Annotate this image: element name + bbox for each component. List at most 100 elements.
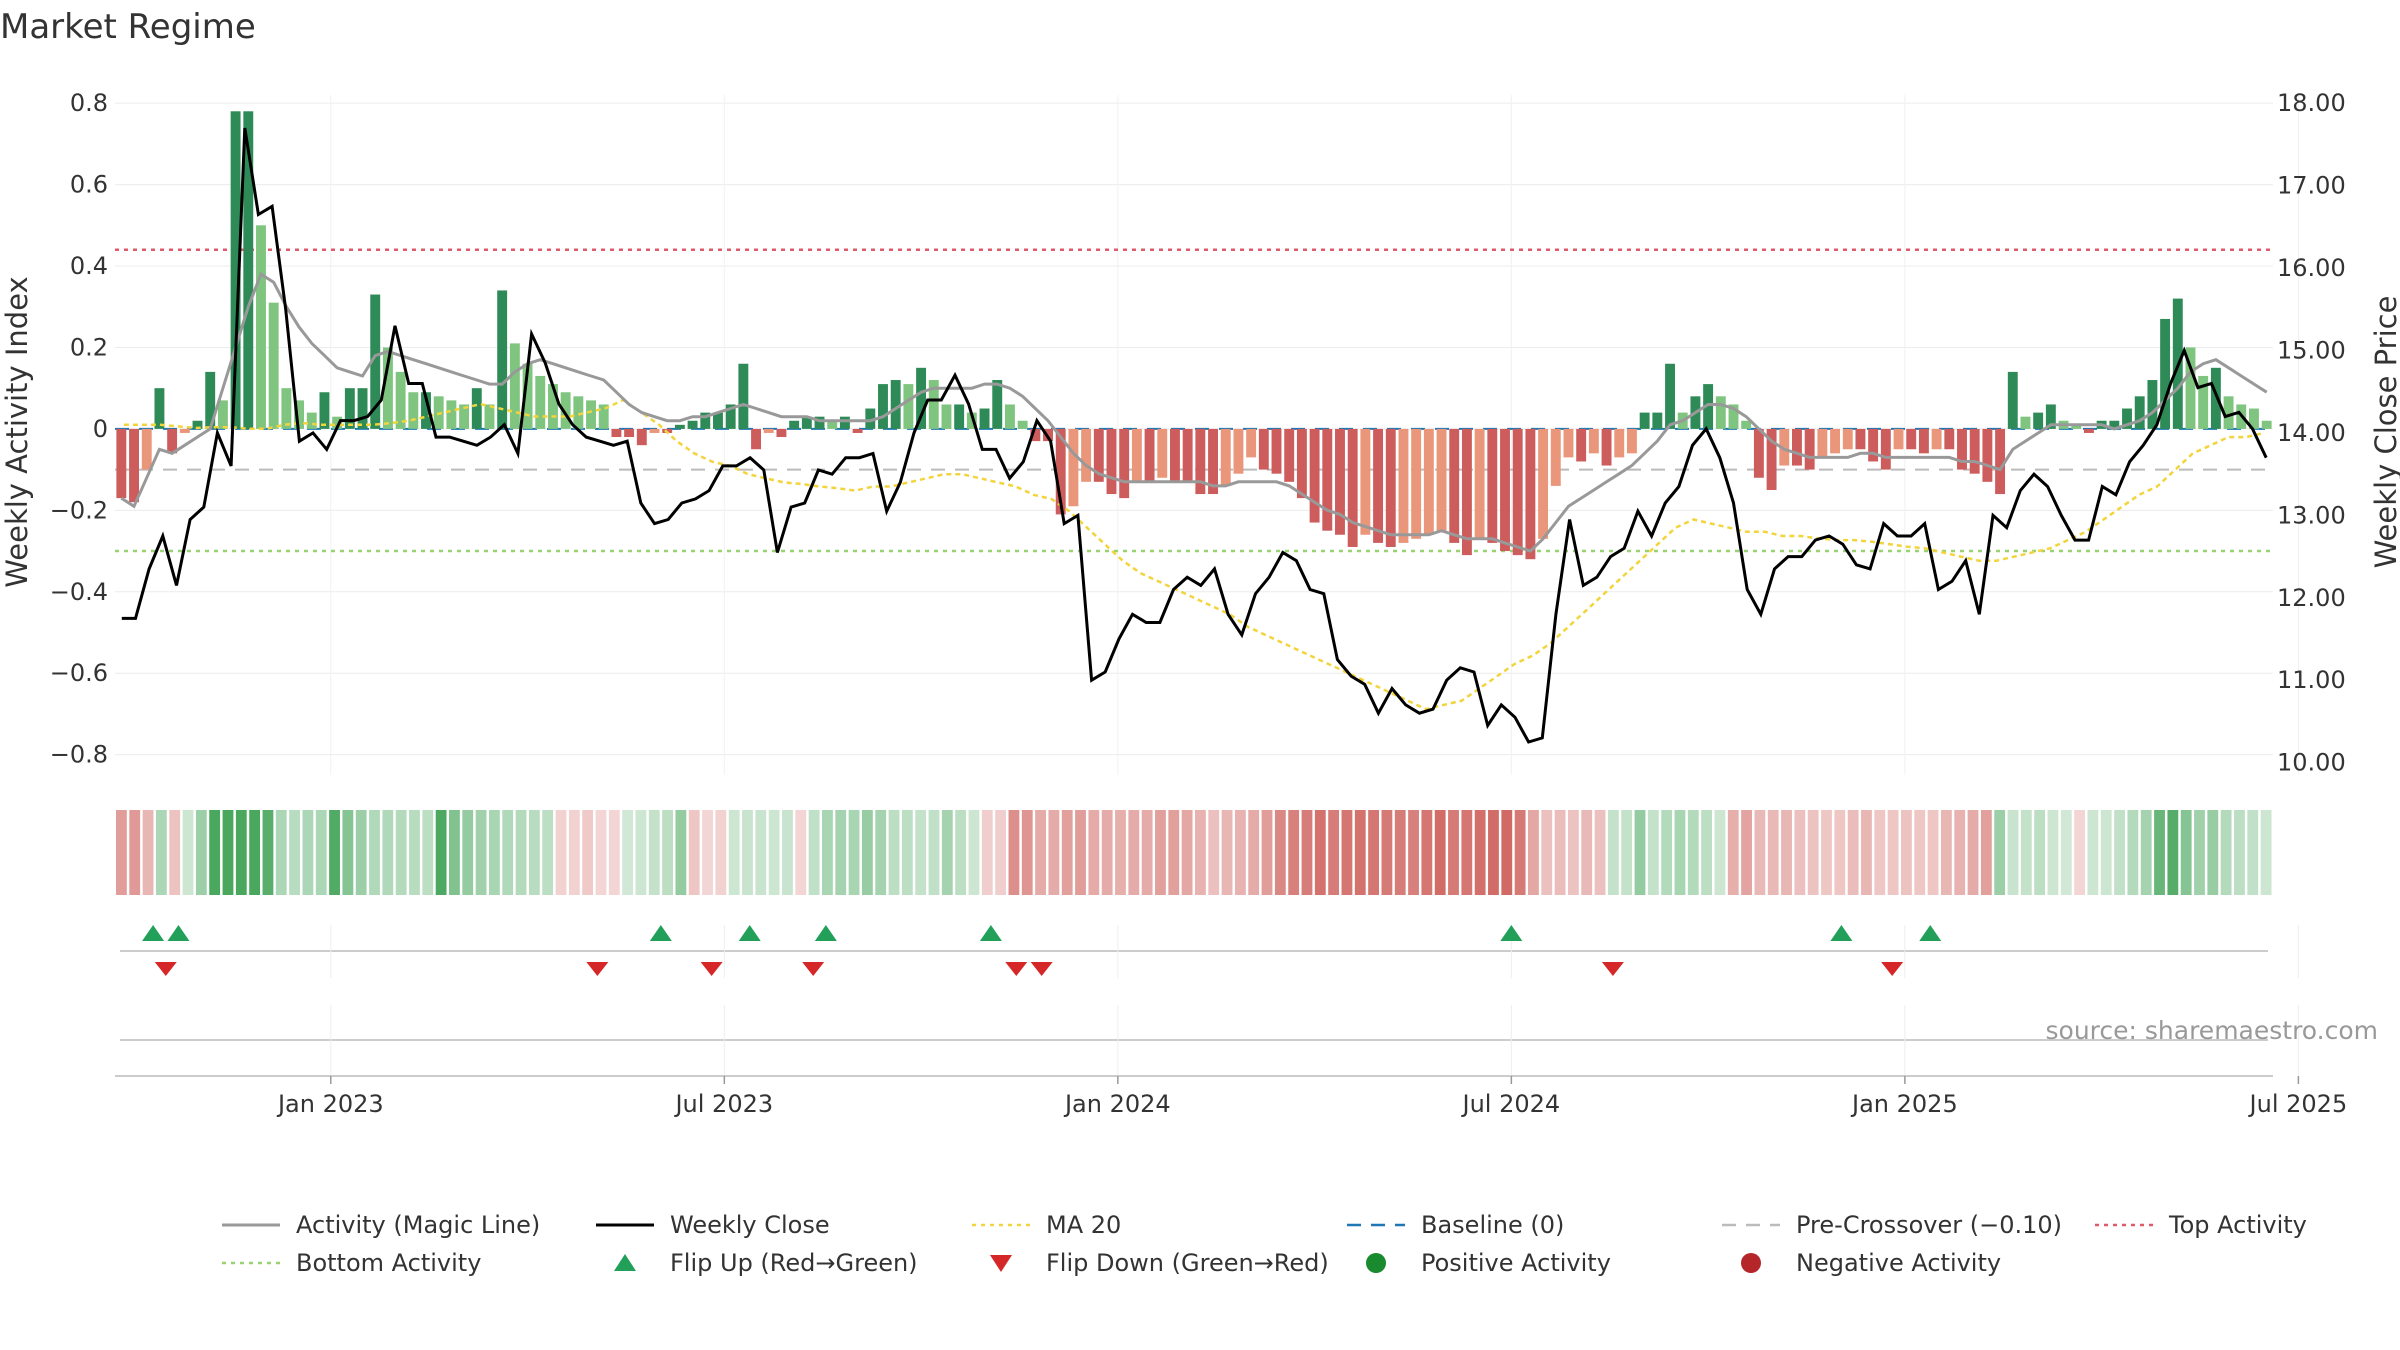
regime-band-cell <box>1035 810 1046 895</box>
activity-bar <box>344 388 355 429</box>
activity-bar <box>979 408 990 429</box>
y-axis-title: Weekly Activity Index <box>0 276 34 587</box>
legend-label: Weekly Close <box>670 1211 830 1239</box>
regime-band-cell <box>1767 810 1779 895</box>
regime-band-cell <box>1967 810 1979 895</box>
activity-bar <box>2249 408 2259 429</box>
regime-band-cell <box>155 810 167 895</box>
regime-band-cell <box>2207 810 2219 895</box>
regime-band-cell <box>1368 810 1379 895</box>
legend-item: Positive Activity <box>1366 1249 1611 1277</box>
activity-bar <box>268 302 279 429</box>
regime-band-cell <box>1994 810 2006 895</box>
activity-bar <box>1766 428 1777 490</box>
regime-band-cell <box>2194 810 2205 895</box>
regime-band-cell <box>1514 810 1526 895</box>
activity-bar <box>1055 428 1066 515</box>
activity-bar <box>1182 428 1193 482</box>
flip-down-marker <box>700 962 723 976</box>
legend-label: Negative Activity <box>1796 1249 2001 1277</box>
y-tick-label: 0.8 <box>70 89 108 117</box>
source-note: source: sharemaestro.com <box>2046 1016 2379 1045</box>
regime-band-cell <box>435 810 447 895</box>
activity-bar <box>382 347 393 429</box>
activity-bar <box>827 420 838 429</box>
regime-band-cell <box>1754 810 1766 895</box>
activity-bar <box>1626 428 1637 454</box>
activity-bar <box>2109 420 2120 429</box>
activity-bar <box>547 384 558 429</box>
regime-band-cell <box>861 810 873 895</box>
regime-band-cell <box>1021 810 1033 895</box>
activity-bar <box>2261 420 2272 429</box>
regime-band-cell <box>1807 810 1819 895</box>
legend-label: Activity (Magic Line) <box>296 1211 540 1239</box>
activity-bar <box>2020 416 2031 429</box>
flip-up-marker <box>738 925 761 941</box>
regime-band-cell <box>1221 810 1233 895</box>
regime-band-cell <box>2087 810 2099 895</box>
activity-bar <box>319 392 330 429</box>
activity-bar <box>1017 420 1028 429</box>
regime-band-cell <box>1008 810 1020 895</box>
activity-bar <box>624 428 635 438</box>
regime-band-cell <box>2140 810 2152 895</box>
x-tick-label: Jan 2025 <box>1850 1090 1958 1118</box>
regime-band-cell <box>169 810 181 895</box>
regime-band-cell <box>342 810 354 895</box>
activity-bar <box>878 384 888 429</box>
activity-bar <box>1411 428 1422 539</box>
activity-bar <box>2045 404 2056 429</box>
regime-band-cell <box>1581 810 1593 895</box>
regime-band-cell <box>1701 810 1713 895</box>
legend-label: Top Activity <box>2168 1211 2307 1239</box>
activity-bar <box>332 416 343 429</box>
regime-band-cell <box>382 810 394 895</box>
legend-label: Pre-Crossover (−0.10) <box>1796 1211 2062 1239</box>
y2-axis-ticks: 18.00 17.00 16.00 15.00 14.00 13.00 12.00 11.00… <box>2277 89 2346 776</box>
activity-bar <box>471 388 482 429</box>
regime-band-cell <box>688 810 700 895</box>
activity-bar <box>459 404 470 429</box>
regime-band-cell <box>1408 810 1419 895</box>
activity-bar <box>1131 428 1142 482</box>
activity-bar <box>243 111 254 429</box>
y2-tick-label: 16.00 <box>2277 254 2346 282</box>
activity-bar <box>370 294 381 429</box>
regime-band-cell <box>502 810 514 895</box>
activity-bar <box>852 428 863 433</box>
activity-bar <box>1296 428 1307 499</box>
y2-tick-label: 11.00 <box>2277 666 2346 694</box>
x-tick-label: Jul 2025 <box>2248 1090 2348 1118</box>
magic-line <box>120 271 2268 553</box>
activity-bar <box>306 412 317 429</box>
regime-band-cell <box>182 810 194 895</box>
activity-bar <box>2210 367 2221 429</box>
activity-bar <box>116 428 127 499</box>
activity-bar <box>611 428 622 438</box>
regime-band-cell <box>901 810 913 895</box>
regime-band-cell <box>835 810 847 895</box>
weekly-close-line <box>121 127 2268 744</box>
activity-bar <box>1728 404 1739 429</box>
activity-bar <box>1347 428 1358 547</box>
activity-bar <box>1144 428 1155 482</box>
activity-bar <box>2198 375 2209 429</box>
activity-bar <box>1982 428 1993 482</box>
activity-bar <box>522 363 533 429</box>
regime-band-cell <box>1234 810 1246 895</box>
regime-band-cell <box>995 810 1007 895</box>
activity-bar <box>1208 428 1218 495</box>
activity-bar <box>1855 428 1866 450</box>
y2-tick-label: 18.00 <box>2277 89 2346 117</box>
y-tick-label: −0.4 <box>50 578 108 606</box>
activity-bar <box>256 225 266 429</box>
regime-band-cell <box>1288 810 1300 895</box>
regime-band-cell <box>1634 810 1646 895</box>
activity-bar <box>1373 428 1384 543</box>
regime-band-cell <box>595 810 607 895</box>
activity-bar <box>1233 428 1244 474</box>
regime-band-cell <box>515 810 527 895</box>
regime-band-cell <box>475 810 487 895</box>
